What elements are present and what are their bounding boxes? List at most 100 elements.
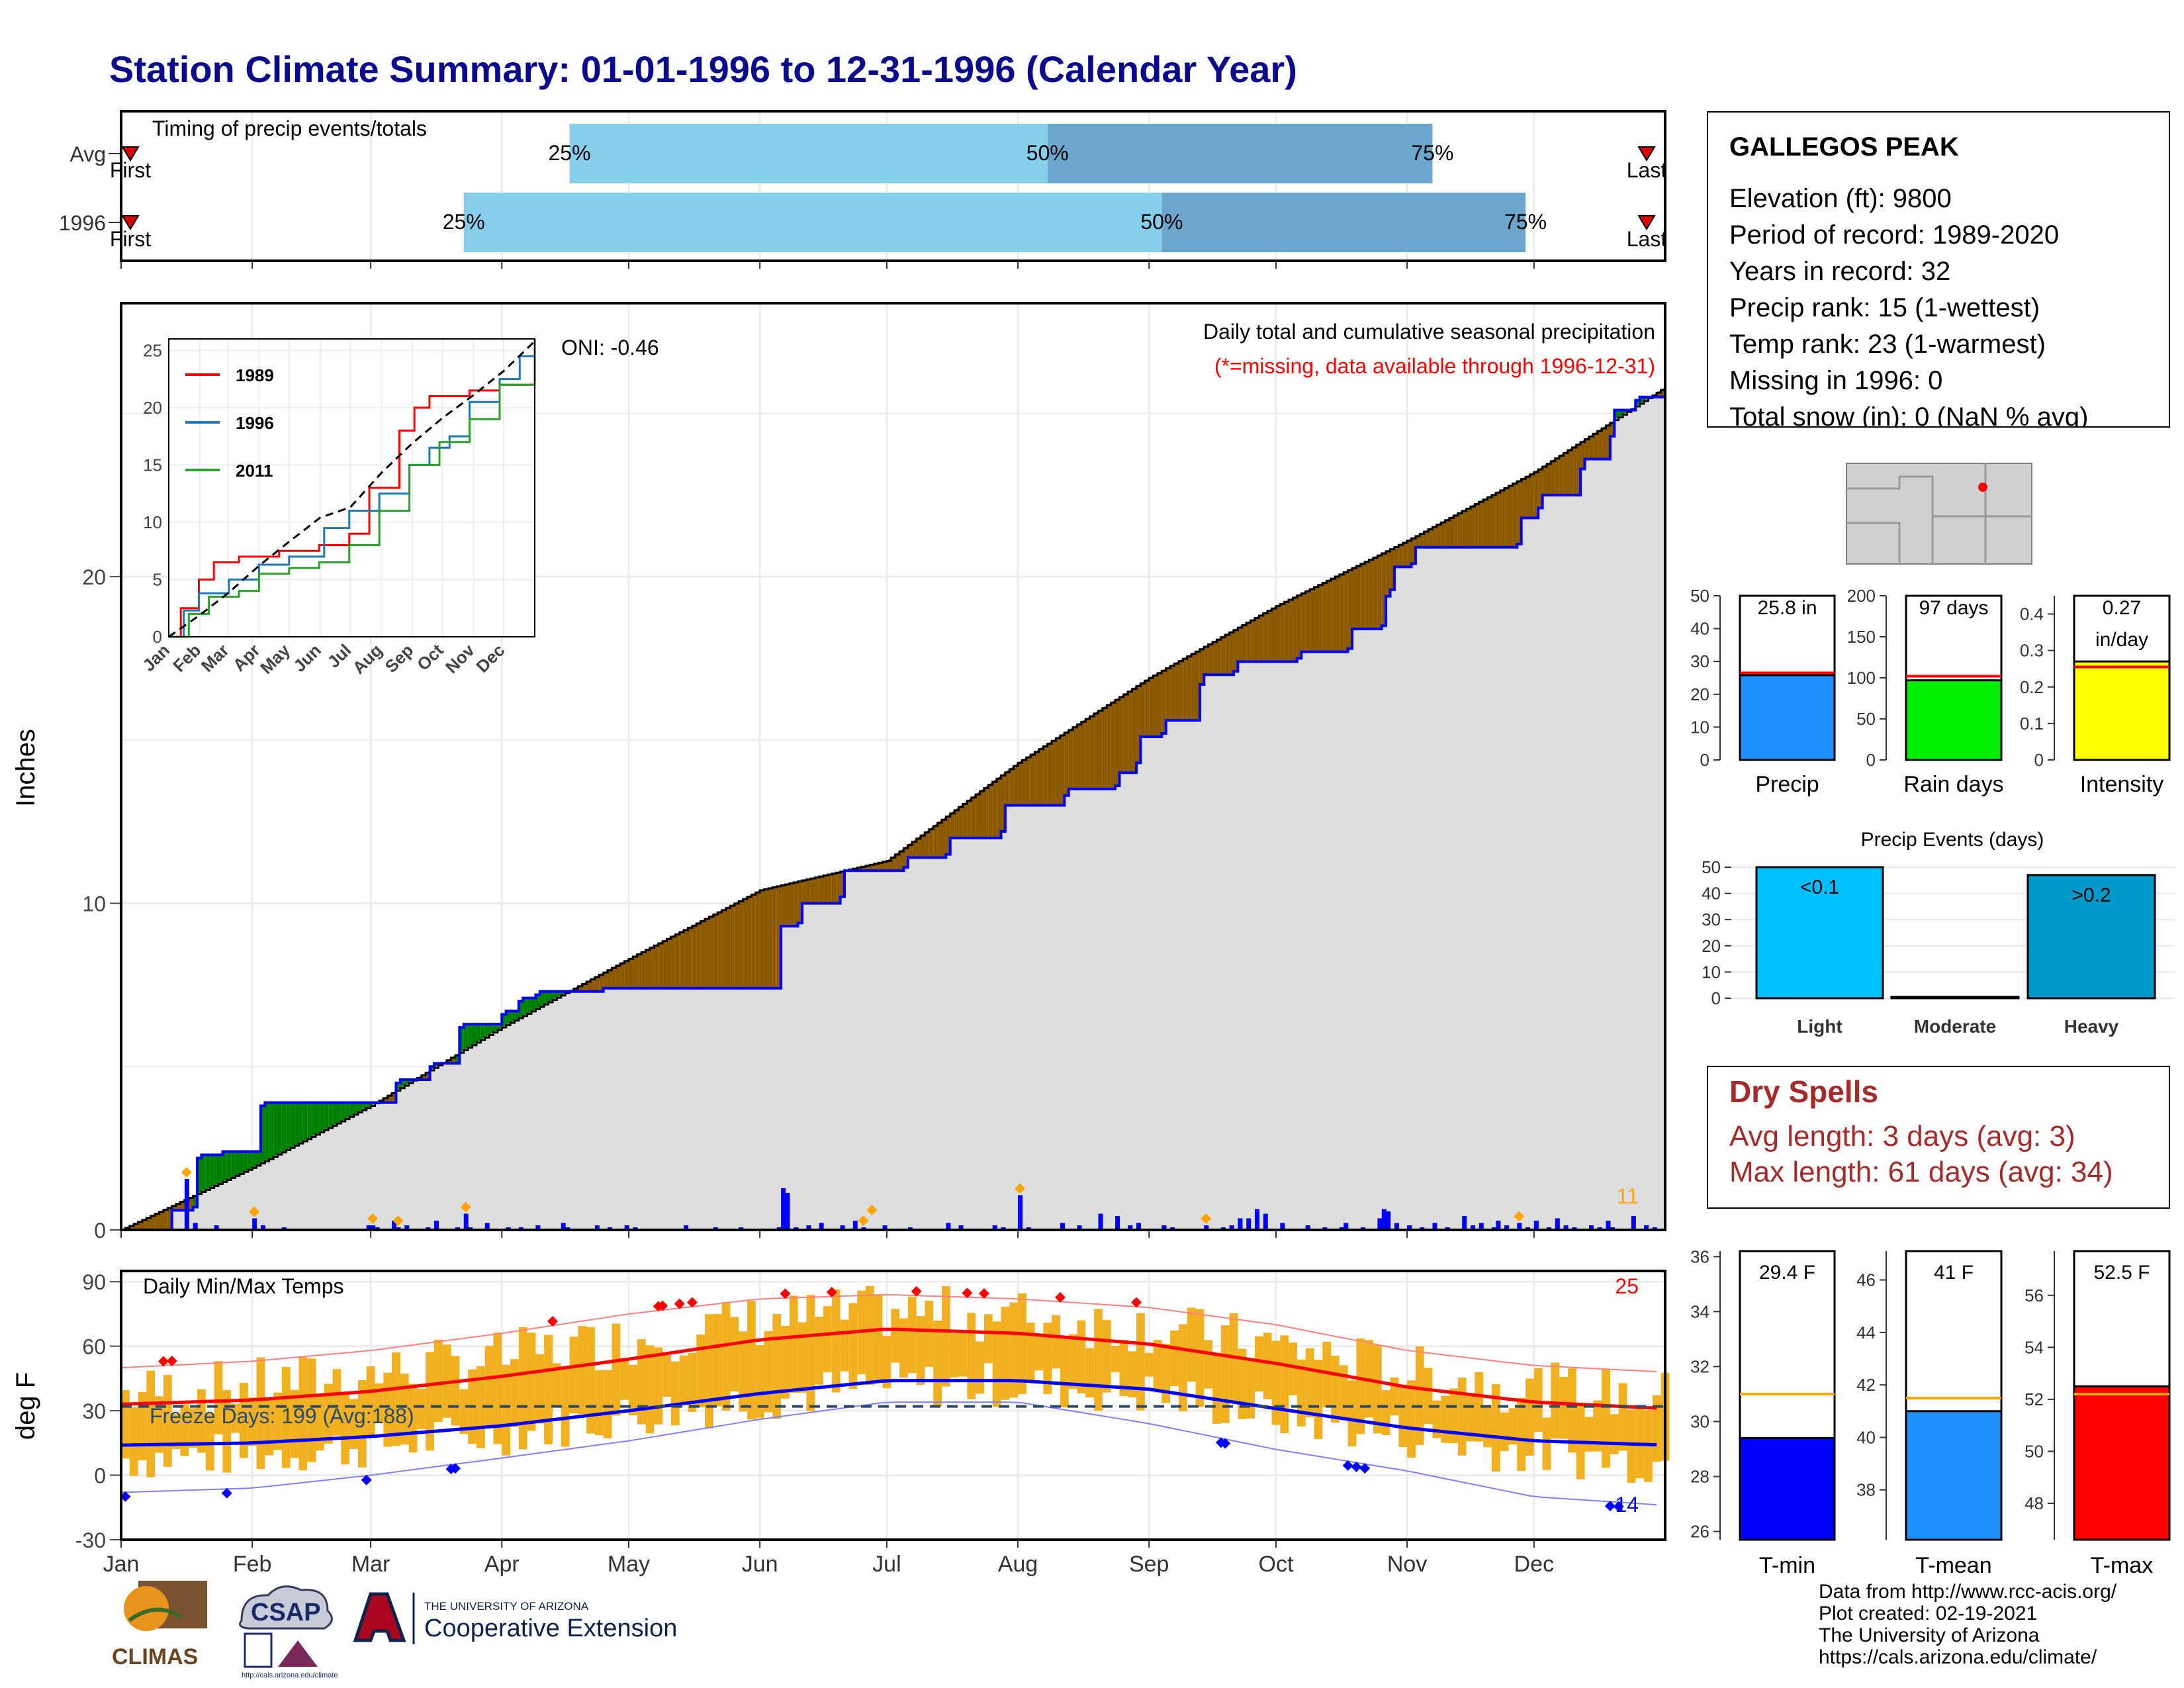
daily-temp-bar — [933, 1321, 942, 1407]
summary-y-tick-label: 46 — [1856, 1270, 1876, 1290]
deficit-area-segment — [794, 881, 798, 927]
deficit-area-segment — [1572, 444, 1576, 495]
daily-temp-bar — [823, 1306, 832, 1372]
inset-panel: 0510152025198919962011JanFebMarAprMayJun… — [138, 338, 536, 678]
daily-temp-bar — [1263, 1333, 1272, 1399]
daily-temp-bar — [1026, 1323, 1035, 1381]
deficit-area-segment — [645, 947, 650, 988]
record-high-marker — [547, 1316, 558, 1327]
surplus-area-segment — [1618, 410, 1623, 418]
surplus-area-segment — [552, 991, 557, 1000]
precip-panel-subtitle: (*=missing, data available through 1996-… — [1214, 354, 1655, 378]
inset-series-line-1996 — [169, 339, 536, 638]
ua-logo-line2: Cooperative Extension — [424, 1615, 677, 1642]
summary-category-label: Rain days — [1903, 772, 2003, 797]
month-label: Oct — [1259, 1552, 1294, 1577]
deficit-area-segment — [1115, 697, 1120, 786]
surplus-area-segment — [531, 998, 536, 1011]
daily-precip-bar — [1136, 1223, 1142, 1230]
temp-y-tick-label: 30 — [82, 1399, 106, 1423]
deficit-area-segment — [1119, 694, 1124, 773]
deficit-area-segment — [1022, 757, 1026, 806]
surplus-area-segment — [248, 1151, 253, 1170]
daily-temp-bar — [1034, 1335, 1044, 1371]
daily-temp-bar — [907, 1296, 917, 1374]
observed-cumulative-line — [121, 387, 1666, 1231]
events-bar — [1755, 866, 1884, 1000]
events-bar-label: >0.2 — [2071, 884, 2111, 906]
deficit-area-segment — [163, 1207, 168, 1230]
deficit-area-segment — [1220, 635, 1226, 675]
daily-precip-bar — [1377, 1218, 1383, 1230]
daily-precip-bar — [561, 1223, 566, 1230]
deficit-area-segment — [1242, 622, 1247, 662]
deficit-area-segment — [1280, 602, 1285, 662]
deficit-area-segment — [1407, 538, 1412, 567]
daily-temp-bar — [1052, 1315, 1060, 1369]
deficit-area-segment — [696, 921, 701, 988]
inset-average-line — [168, 340, 536, 638]
daily-temp-bar — [696, 1335, 705, 1407]
deficit-area-segment — [1068, 727, 1073, 789]
deficit-area-segment — [1047, 741, 1052, 806]
deficit-area-segment — [1326, 579, 1332, 652]
daily-temp-bar — [747, 1301, 756, 1420]
normal-min-line — [120, 1379, 1657, 1447]
record-precip-marker — [1015, 1183, 1026, 1194]
record-high-marker — [1131, 1297, 1142, 1308]
first-label: First — [110, 227, 151, 251]
deficit-area-segment — [962, 800, 968, 838]
daily-precip-bar — [1555, 1218, 1560, 1230]
deficit-area-segment — [1352, 566, 1357, 630]
daily-temp-bar — [205, 1413, 214, 1471]
summary-value-label: 97 days — [1919, 597, 1988, 619]
daily-precip-bar — [781, 1188, 786, 1230]
record-max-line — [120, 1293, 1657, 1373]
daily-temp-bar — [831, 1289, 841, 1393]
daily-temp-bar — [341, 1392, 350, 1465]
deficit-area-segment — [1161, 668, 1166, 734]
summary-y-tick-label: 40 — [1856, 1427, 1876, 1447]
daily-temp-bar — [764, 1331, 773, 1413]
daily-temp-bar — [721, 1301, 731, 1411]
summary-value-label: 29.4 F — [1759, 1262, 1815, 1284]
deficit-area-segment — [730, 903, 735, 988]
surplus-area-segment — [357, 1102, 363, 1113]
station-total-snow: Total snow (in): 0 (NaN % avg) — [1729, 402, 2089, 428]
station-elevation: Elevation (ft): 9800 — [1729, 184, 1952, 213]
daily-temp-bar — [1457, 1378, 1467, 1456]
deficit-area-segment — [1085, 716, 1090, 789]
deficit-area-segment — [747, 894, 752, 988]
summary-category-label: T-min — [1759, 1553, 1815, 1578]
deficit-area-segment — [717, 910, 722, 988]
surplus-area-segment — [366, 1102, 371, 1108]
daily-precip-bar — [433, 1221, 439, 1230]
daily-precip-bar — [1496, 1221, 1501, 1230]
deficit-area-segment — [1018, 760, 1023, 806]
deficit-area-segment — [755, 890, 760, 988]
last-marker-icon — [1637, 146, 1656, 162]
record-precip-marker — [249, 1206, 260, 1217]
deficit-area-segment — [1420, 532, 1424, 547]
record-low-marker — [1613, 1501, 1624, 1512]
deficit-area-segment — [1301, 591, 1306, 652]
timing-pct-label: 75% — [1411, 141, 1453, 165]
climas-logo-text: CLIMAS — [112, 1644, 198, 1669]
daily-temp-bar — [950, 1333, 959, 1378]
timing-frame — [120, 110, 1666, 262]
deficit-area-segment — [954, 807, 959, 838]
daily-precip-bar — [1018, 1195, 1023, 1230]
events-category-label: Moderate — [1914, 1016, 1996, 1037]
surplus-area-segment — [497, 1024, 502, 1030]
inset-y-tick-label: 0 — [153, 627, 162, 647]
summary-bar — [2073, 660, 2171, 761]
record-low-marker — [1359, 1463, 1371, 1474]
deficit-area-segment — [1402, 540, 1408, 567]
events-y-tick-label: 20 — [1702, 936, 1721, 956]
daily-precip-bar — [958, 1225, 964, 1230]
first-marker-icon — [121, 146, 140, 162]
station-precip-rank: Precip rank: 15 (1-wettest) — [1729, 293, 2040, 322]
daily-precip-bar — [1504, 1225, 1510, 1230]
summary-y-tick-label: 150 — [1847, 627, 1876, 647]
deficit-area-segment — [802, 879, 807, 904]
